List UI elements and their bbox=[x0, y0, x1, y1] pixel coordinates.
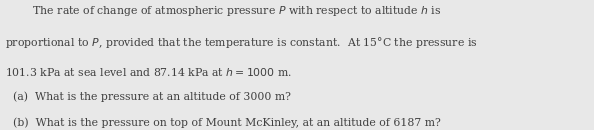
Text: proportional to $P$, provided that the temperature is constant.  At 15°C the pre: proportional to $P$, provided that the t… bbox=[5, 35, 477, 50]
Text: (b)  What is the pressure on top of Mount McKinley, at an altitude of 6187 m?: (b) What is the pressure on top of Mount… bbox=[13, 117, 441, 128]
Text: (a)  What is the pressure at an altitude of 3000 m?: (a) What is the pressure at an altitude … bbox=[13, 91, 291, 102]
Text: 101.3 kPa at sea level and 87.14 kPa at $h = 1000$ m.: 101.3 kPa at sea level and 87.14 kPa at … bbox=[5, 66, 292, 78]
Text: The rate of change of atmospheric pressure $P$ with respect to altitude $h$ is: The rate of change of atmospheric pressu… bbox=[5, 4, 441, 18]
